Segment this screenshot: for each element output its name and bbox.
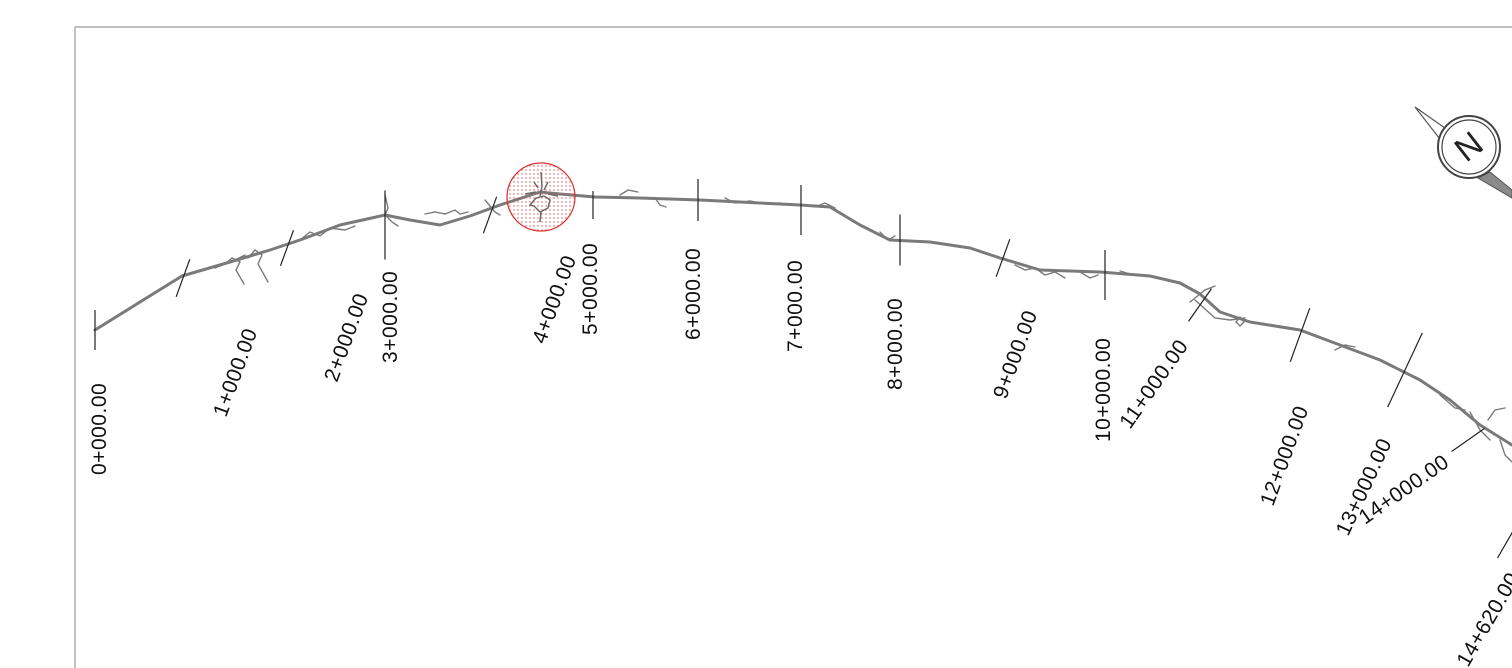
station-label: 3+000.00	[379, 271, 402, 363]
side-roads	[214, 189, 1512, 463]
alignment-centerline	[93, 190, 1512, 447]
station-tick	[1188, 288, 1212, 322]
station-label: 5+000.00	[579, 243, 602, 335]
station-tick	[482, 196, 498, 234]
station-tick	[279, 229, 295, 267]
station-label: 9+000.00	[989, 307, 1042, 401]
station-tick	[1496, 531, 1512, 559]
station-label: 8+000.00	[884, 298, 907, 390]
station-tick	[175, 259, 191, 297]
station-label: 7+000.00	[784, 260, 807, 352]
station-label: 6+000.00	[682, 248, 705, 340]
station-label: 1+000.00	[209, 325, 262, 419]
station-tick	[995, 239, 1011, 277]
station-label: 12+000.00	[1256, 403, 1313, 509]
station-label: 4+000.00	[528, 252, 581, 346]
interchange-highlight-icon	[506, 162, 576, 232]
station-tick	[1289, 308, 1311, 362]
drawing-frame	[74, 26, 1512, 668]
station-markers: 0+000.00 1+000.00 2+000.00 3+000.00 4+000.00…	[88, 179, 1512, 668]
station-tick	[1451, 428, 1485, 452]
north-arrow-icon: N	[1414, 106, 1512, 199]
station-label: 11+000.00	[1115, 335, 1193, 432]
station-label: 2+000.00	[320, 290, 373, 384]
station-label: 14+620.00	[1452, 569, 1512, 668]
station-label: 0+000.00	[88, 383, 111, 475]
station-tick	[1387, 332, 1423, 408]
station-label: 10+000.00	[1092, 338, 1115, 442]
